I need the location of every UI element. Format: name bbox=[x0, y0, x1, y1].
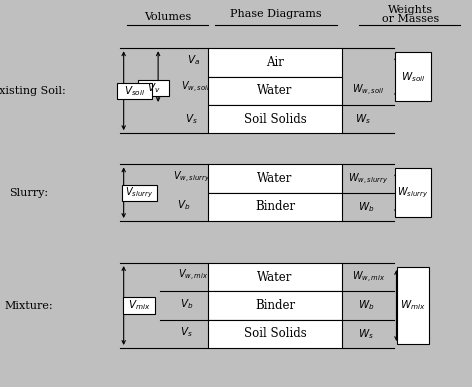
Text: $V_s$: $V_s$ bbox=[185, 112, 197, 126]
Bar bbox=[208, 48, 342, 77]
Text: Binder: Binder bbox=[255, 299, 295, 312]
Text: or Masses: or Masses bbox=[382, 14, 439, 24]
Text: Weights: Weights bbox=[388, 5, 433, 15]
Text: $W_{mix}$: $W_{mix}$ bbox=[400, 299, 426, 312]
Text: Volumes: Volumes bbox=[144, 12, 191, 22]
Bar bbox=[397, 267, 429, 344]
Bar bbox=[208, 77, 342, 105]
Bar bbox=[396, 52, 430, 101]
Bar bbox=[208, 263, 342, 291]
Text: $V_a$: $V_a$ bbox=[187, 53, 200, 67]
Text: Mixture:: Mixture: bbox=[4, 301, 53, 310]
Text: $V_v$: $V_v$ bbox=[147, 81, 160, 95]
Text: Soil Solids: Soil Solids bbox=[244, 113, 306, 125]
Text: Slurry:: Slurry: bbox=[9, 188, 48, 198]
Text: $W_s$: $W_s$ bbox=[355, 112, 371, 126]
Text: $V_{soil}$: $V_{soil}$ bbox=[124, 84, 145, 98]
Bar bbox=[138, 80, 169, 96]
Text: Water: Water bbox=[257, 84, 293, 97]
Text: $W_{w,soil}$: $W_{w,soil}$ bbox=[352, 83, 384, 98]
Text: Binder: Binder bbox=[255, 200, 295, 213]
Text: $W_{w,mix}$: $W_{w,mix}$ bbox=[352, 270, 385, 285]
Bar bbox=[123, 297, 155, 313]
Bar bbox=[208, 320, 342, 348]
Text: $V_{slurry}$: $V_{slurry}$ bbox=[125, 185, 153, 200]
Text: $V_{mix}$: $V_{mix}$ bbox=[128, 299, 151, 312]
Text: $W_b$: $W_b$ bbox=[358, 200, 374, 214]
Bar bbox=[208, 105, 342, 133]
Bar bbox=[117, 82, 152, 99]
Text: $W_s$: $W_s$ bbox=[358, 327, 374, 341]
Text: $V_s$: $V_s$ bbox=[180, 325, 193, 339]
Text: $V_{w,slurry}$: $V_{w,slurry}$ bbox=[173, 170, 210, 184]
Text: $V_b$: $V_b$ bbox=[180, 297, 193, 311]
Text: $V_{w,mix}$: $V_{w,mix}$ bbox=[178, 268, 209, 283]
Bar bbox=[208, 164, 342, 193]
Text: $W_{w,slurry}$: $W_{w,slurry}$ bbox=[348, 171, 388, 186]
Bar bbox=[208, 291, 342, 320]
Text: $W_b$: $W_b$ bbox=[358, 299, 374, 312]
Text: Air: Air bbox=[266, 56, 284, 69]
Text: $V_{w,soil}$: $V_{w,soil}$ bbox=[181, 80, 211, 96]
Bar bbox=[122, 185, 157, 201]
Text: Phase Diagrams: Phase Diagrams bbox=[230, 9, 322, 19]
Bar bbox=[208, 193, 342, 221]
Text: Soil Solids: Soil Solids bbox=[244, 327, 306, 340]
Text: Existing Soil:: Existing Soil: bbox=[0, 86, 66, 96]
Text: $W_{soil}$: $W_{soil}$ bbox=[401, 70, 425, 84]
Bar bbox=[396, 168, 430, 217]
Text: $V_b$: $V_b$ bbox=[177, 199, 191, 212]
Text: Water: Water bbox=[257, 172, 293, 185]
Text: $W_{slurry}$: $W_{slurry}$ bbox=[397, 185, 429, 200]
Text: Water: Water bbox=[257, 271, 293, 284]
